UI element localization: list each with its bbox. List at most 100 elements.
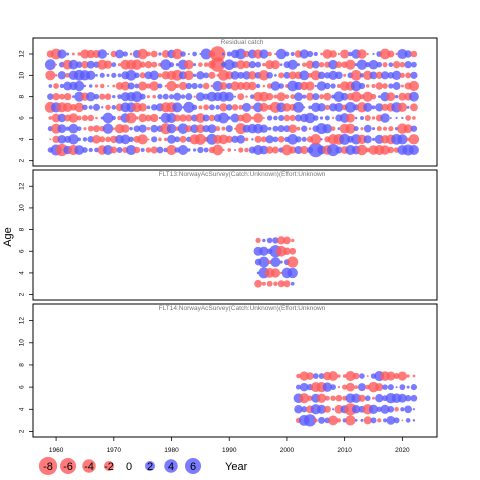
residual-point <box>185 93 193 101</box>
residual-point <box>366 52 369 56</box>
residual-point <box>117 115 122 121</box>
residual-point <box>284 94 290 99</box>
residual-point <box>404 50 412 58</box>
residual-point <box>317 103 326 112</box>
residual-point <box>111 62 117 68</box>
residual-point <box>54 74 58 77</box>
residual-point <box>262 238 266 243</box>
residual-point <box>145 114 152 122</box>
residual-point <box>161 50 170 58</box>
residual-point <box>391 70 402 81</box>
residual-point <box>219 103 228 112</box>
residual-point <box>102 123 114 134</box>
residual-point <box>166 80 177 92</box>
residual-point <box>388 83 394 89</box>
residual-point <box>381 103 389 111</box>
residual-point <box>345 101 356 113</box>
residual-point <box>345 113 355 123</box>
residual-point <box>275 245 287 257</box>
residual-point <box>397 393 407 403</box>
residual-point <box>337 374 341 378</box>
residual-point <box>248 61 256 69</box>
residual-point <box>332 408 335 411</box>
residual-point <box>258 256 270 268</box>
residual-point <box>235 48 247 60</box>
residual-point <box>151 136 158 143</box>
residual-point <box>328 371 338 381</box>
residual-point <box>110 146 118 154</box>
residual-point <box>277 236 286 245</box>
residual-point <box>283 114 291 122</box>
residual-point <box>162 93 169 100</box>
residual-point <box>310 70 321 81</box>
residual-point <box>406 385 410 389</box>
residual-point <box>335 146 343 154</box>
residual-point <box>196 71 205 80</box>
residual-point <box>74 102 84 113</box>
residual-point <box>397 48 408 60</box>
legend-label: -6 <box>63 461 73 473</box>
residual-point <box>412 408 416 411</box>
residual-point <box>87 136 95 143</box>
residual-point <box>376 406 382 412</box>
residual-point <box>57 124 67 134</box>
residual-point <box>382 384 388 390</box>
residual-point <box>127 82 135 90</box>
residual-point <box>150 50 158 58</box>
residual-point <box>397 134 408 145</box>
residual-point <box>279 260 283 264</box>
residual-point <box>185 82 192 90</box>
residual-point <box>401 116 404 120</box>
residual-point <box>328 415 339 426</box>
residual-point <box>255 83 261 89</box>
residual-point <box>112 84 116 88</box>
residual-point <box>225 135 233 144</box>
y-tick-label: 2 <box>19 158 26 162</box>
residual-point <box>150 113 159 123</box>
residual-point <box>230 113 240 123</box>
residual-point <box>200 48 212 60</box>
residual-point <box>345 371 356 382</box>
residual-point <box>388 62 394 68</box>
residual-point <box>57 134 67 144</box>
residual-point <box>392 82 401 90</box>
residual-point <box>236 82 245 90</box>
residual-point <box>146 126 151 131</box>
residual-point <box>405 72 412 79</box>
residual-point <box>265 146 274 154</box>
residual-point <box>342 384 348 390</box>
residual-point <box>354 385 359 389</box>
residual-point <box>174 136 181 143</box>
residual-point <box>312 93 320 101</box>
residual-point <box>227 148 232 152</box>
y-tick-label: 4 <box>19 137 26 141</box>
residual-point <box>97 49 108 59</box>
residual-point <box>322 49 333 59</box>
panels-group: Residual catch 2 4 6 8 10 12 FLT13:NorwayAcSurv… <box>19 37 438 454</box>
points <box>44 46 420 158</box>
residual-point <box>111 115 116 121</box>
residual-point <box>294 81 303 91</box>
residual-point <box>242 102 252 112</box>
legend-bubble <box>38 456 58 476</box>
x-tick-label: 1970 <box>107 447 122 454</box>
residual-point <box>259 145 269 155</box>
residual-point <box>313 115 319 121</box>
residual-point <box>392 60 401 69</box>
residual-point <box>323 405 331 413</box>
residual-point <box>208 114 216 122</box>
x-tick-label: 1990 <box>222 447 237 454</box>
residual-point <box>405 115 411 121</box>
residual-point <box>270 257 281 268</box>
residual-point <box>231 104 239 111</box>
residual-point <box>319 116 324 120</box>
x-axis-label: Year <box>225 461 248 473</box>
x-tick-label: 1960 <box>49 447 64 454</box>
residual-point <box>197 146 204 154</box>
residual-point <box>225 125 233 133</box>
residual-point <box>287 267 298 279</box>
residual-point <box>369 71 378 80</box>
residual-point <box>71 52 75 56</box>
residual-point <box>399 72 405 78</box>
